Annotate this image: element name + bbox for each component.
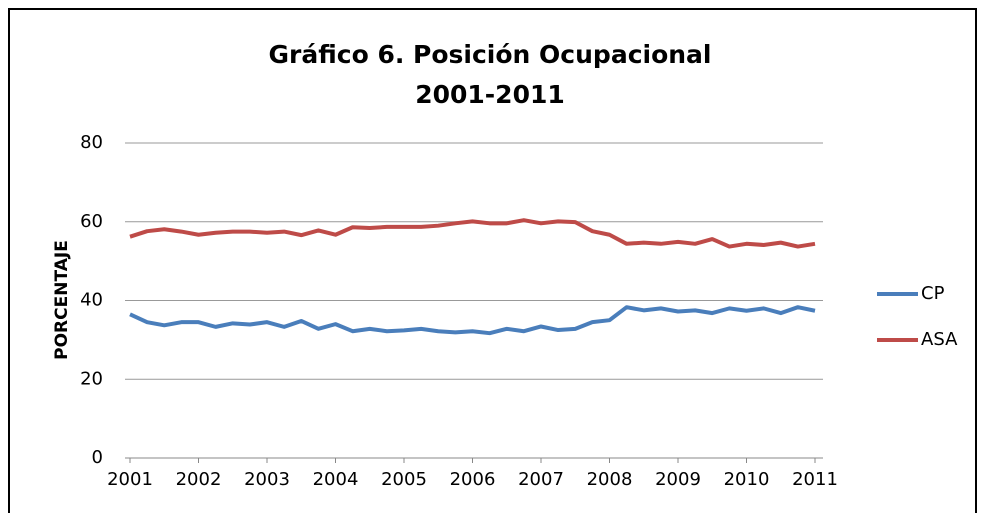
chart-title: Gráfico 6. Posición Ocupacional	[269, 40, 712, 69]
x-tick-label: 2006	[450, 469, 496, 490]
x-tick-label: 2005	[381, 469, 427, 490]
legend-label: CP	[921, 283, 945, 304]
legend-label: ASA	[921, 329, 958, 350]
y-axis-label: PORCENTAJE	[52, 240, 72, 360]
x-tick-label: 2010	[724, 469, 770, 490]
x-tick-label: 2004	[313, 469, 359, 490]
y-tick-label: 20	[80, 368, 103, 389]
chart-border	[8, 8, 977, 513]
x-tick-label: 2002	[176, 469, 222, 490]
data-line	[129, 305, 816, 336]
x-tick-label: 2008	[587, 469, 633, 490]
data-line	[129, 218, 816, 249]
y-tick-label: 0	[92, 447, 103, 468]
y-tick-label: 40	[80, 290, 103, 311]
y-tick-label: 60	[80, 211, 103, 232]
chart-title: 2001-2011	[415, 80, 565, 109]
x-tick-label: 2011	[792, 469, 838, 490]
x-tick-label: 2001	[107, 469, 153, 490]
x-tick-label: 2009	[655, 469, 701, 490]
x-tick-label: 2003	[244, 469, 290, 490]
x-tick-label: 2007	[518, 469, 564, 490]
y-tick-label: 80	[80, 132, 103, 153]
